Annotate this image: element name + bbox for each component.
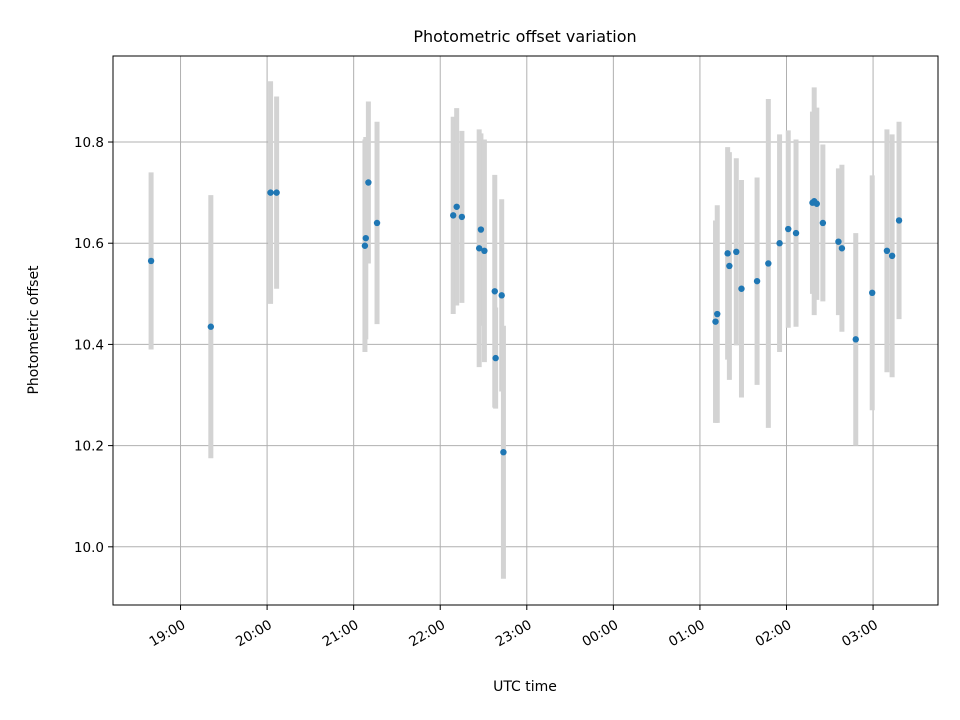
data-point bbox=[724, 250, 731, 257]
y-tick-label: 10.4 bbox=[74, 337, 104, 353]
y-axis-ticks: 10.0 10.2 10.4 10.6 10.8 bbox=[74, 135, 113, 556]
data-point bbox=[785, 225, 792, 233]
data-point bbox=[753, 277, 761, 285]
y-tick-label: 10.8 bbox=[74, 135, 104, 151]
data-point bbox=[888, 252, 896, 260]
data-point bbox=[450, 212, 457, 219]
data-point bbox=[273, 189, 280, 196]
data-point bbox=[895, 217, 903, 224]
x-tick-label: 23:00 bbox=[493, 617, 535, 650]
grid-lines bbox=[113, 56, 938, 605]
data-point bbox=[738, 285, 745, 292]
x-tick-label: 20:00 bbox=[233, 617, 275, 650]
data-point bbox=[362, 234, 369, 242]
data-point bbox=[481, 247, 488, 255]
x-tick-label: 03:00 bbox=[839, 617, 881, 650]
data-point bbox=[819, 219, 827, 227]
data-point bbox=[883, 247, 891, 255]
x-tick-label: 22:00 bbox=[406, 617, 448, 650]
data-points bbox=[147, 179, 903, 456]
data-point bbox=[712, 318, 719, 325]
x-tick-label: 01:00 bbox=[666, 617, 708, 650]
data-point bbox=[498, 292, 505, 299]
data-point bbox=[733, 248, 740, 256]
x-axis-ticks: 19:00 20:00 21:00 22:00 23:00 00:00 01:00 02:00… bbox=[147, 605, 881, 650]
x-axis-label: UTC time bbox=[493, 679, 557, 695]
data-point bbox=[207, 323, 215, 330]
data-point bbox=[147, 257, 155, 265]
x-tick-label: 02:00 bbox=[753, 617, 795, 650]
x-tick-label: 19:00 bbox=[147, 617, 189, 650]
data-point bbox=[835, 238, 842, 245]
data-point bbox=[373, 219, 381, 227]
data-point bbox=[813, 200, 821, 207]
data-point bbox=[361, 242, 369, 249]
data-point bbox=[726, 262, 733, 270]
plot-frame bbox=[112, 55, 939, 606]
y-tick-label: 10.0 bbox=[74, 540, 104, 556]
data-point bbox=[714, 310, 721, 318]
x-tick-label: 21:00 bbox=[320, 617, 362, 650]
y-tick-label: 10.6 bbox=[74, 236, 104, 252]
y-tick-label: 10.2 bbox=[74, 439, 104, 455]
data-point bbox=[365, 179, 372, 186]
data-point bbox=[491, 288, 498, 295]
y-axis-label: Photometric offset bbox=[26, 265, 42, 395]
data-point bbox=[838, 245, 846, 252]
data-point bbox=[453, 203, 460, 210]
data-point bbox=[776, 240, 783, 247]
data-point bbox=[500, 448, 507, 456]
data-point bbox=[852, 336, 859, 343]
data-point bbox=[492, 354, 499, 362]
data-point bbox=[267, 189, 274, 196]
x-tick-label: 00:00 bbox=[579, 617, 621, 650]
data-point bbox=[475, 245, 483, 252]
data-point bbox=[477, 226, 485, 233]
data-point bbox=[765, 260, 772, 267]
data-point bbox=[792, 229, 800, 237]
data-point bbox=[458, 213, 466, 221]
chart-title: Photometric offset variation bbox=[413, 27, 636, 46]
data-point bbox=[869, 289, 876, 297]
